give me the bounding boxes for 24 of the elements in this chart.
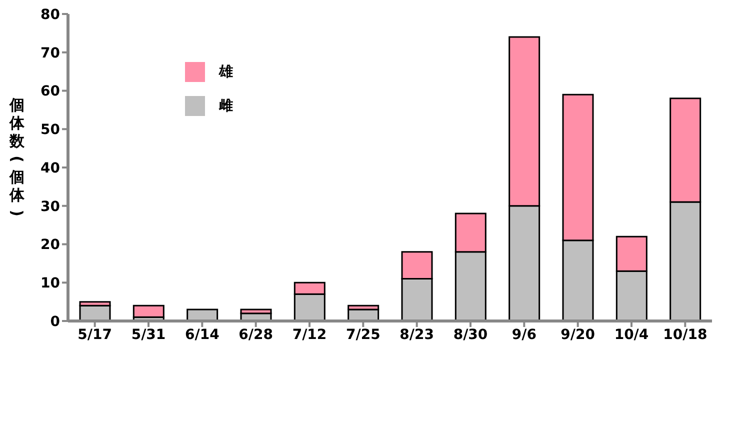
x-tick-label: 7/25 <box>346 326 380 343</box>
y-tick-label: 60 <box>40 84 60 100</box>
x-tick-label: 9/6 <box>512 326 536 343</box>
x-tick-label: 5/17 <box>78 326 112 343</box>
y-tick-label: 30 <box>40 198 60 215</box>
x-tick-label: 10/18 <box>663 326 708 343</box>
x-tick-label: 5/31 <box>131 326 166 343</box>
x-tick-label: 10/4 <box>614 326 649 343</box>
x-tick-label: 6/14 <box>184 326 220 343</box>
y-tick-label: 70 <box>40 45 60 62</box>
x-tick-label: 8/30 <box>453 326 488 343</box>
y-tick-label: 10 <box>40 276 60 292</box>
x-tick-label: 9/20 <box>560 326 596 343</box>
y-tick-label: 20 <box>40 237 60 254</box>
x-tick-label: 8/23 <box>400 326 434 343</box>
y-tick-label: 80 <box>40 6 60 23</box>
y-tick-label: 50 <box>40 122 60 138</box>
y-tick-label: 40 <box>40 160 60 176</box>
legend-label: 雌 <box>219 98 233 114</box>
x-tick-label: 7/12 <box>292 326 327 343</box>
y-tick-label: 0 <box>50 314 60 330</box>
y-axis-title: 個体数(個体) <box>8 96 26 218</box>
legend-label: 雄 <box>219 64 233 80</box>
x-tick-label: 6/28 <box>238 326 274 343</box>
